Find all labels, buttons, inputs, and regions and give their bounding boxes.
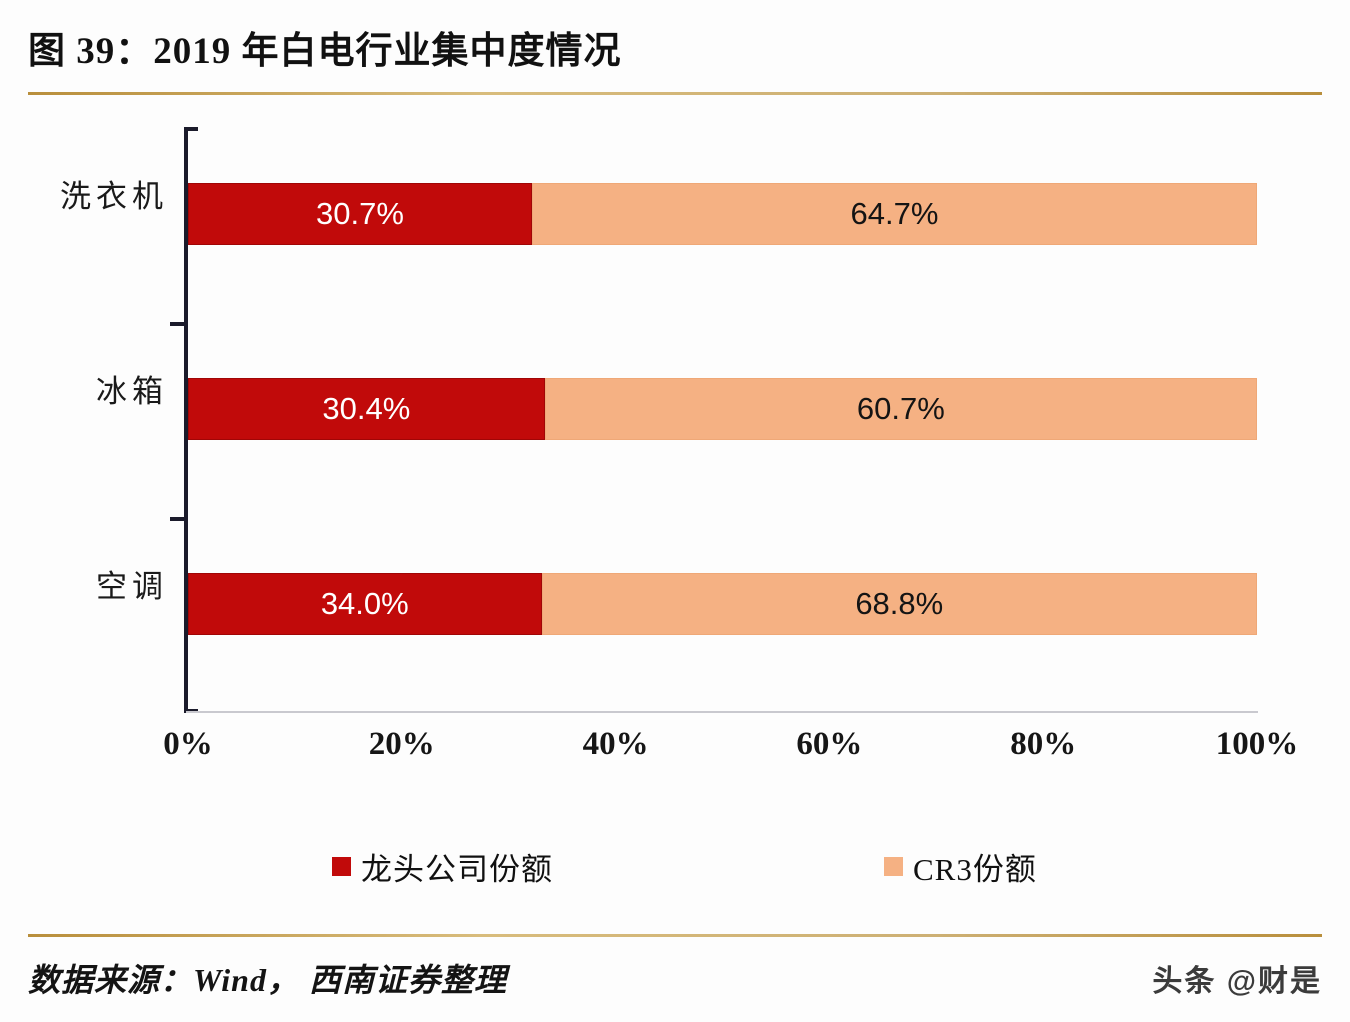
- title-divider: [28, 92, 1322, 95]
- chart-row: 冰箱 30.4% 60.7%: [0, 322, 1350, 517]
- y-axis-tick: [170, 322, 188, 326]
- bar-value-label: 64.7%: [850, 196, 939, 231]
- y-axis-category-label: 冰箱: [96, 374, 168, 409]
- y-axis-cap-top: [184, 127, 198, 131]
- legend-swatch-icon: [332, 857, 351, 876]
- stacked-bar: 30.7% 64.7%: [188, 183, 1257, 245]
- y-axis-tick: [170, 517, 188, 521]
- figure-footer: 数据来源：Wind， 西南证券整理 头条 @财是: [28, 950, 1322, 1006]
- data-source-note: 数据来源：Wind， 西南证券整理: [28, 962, 507, 998]
- legend-item-leader[interactable]: 龙头公司份额: [332, 844, 553, 889]
- bar-segment-leader[interactable]: 34.0%: [188, 573, 542, 635]
- bar-segment-cr3[interactable]: 60.7%: [544, 378, 1257, 440]
- y-axis-line: [184, 127, 188, 713]
- bar-segment-cr3[interactable]: 64.7%: [532, 183, 1257, 245]
- chart-legend: 龙头公司份额 CR3份额: [0, 840, 1350, 896]
- x-axis-tick-labels: 0% 20% 40% 60% 80% 100%: [0, 726, 1350, 776]
- legend-swatch-icon: [884, 857, 903, 876]
- bar-segment-leader[interactable]: 30.4%: [188, 378, 545, 440]
- x-axis-line: [186, 711, 1258, 713]
- x-axis-tick-label: 40%: [582, 726, 649, 762]
- bar-segment-cr3[interactable]: 68.8%: [541, 573, 1257, 635]
- x-axis-tick-label: 20%: [368, 726, 435, 762]
- bar-value-label: 34.0%: [320, 586, 409, 621]
- bar-value-label: 60.7%: [856, 391, 945, 426]
- x-axis-tick-label: 0%: [163, 726, 213, 762]
- chart-row: 洗衣机 30.7% 64.7%: [0, 127, 1350, 322]
- legend-label: 龙头公司份额: [361, 852, 553, 887]
- stacked-bar: 30.4% 60.7%: [188, 378, 1257, 440]
- bar-value-label: 30.4%: [322, 391, 411, 426]
- legend-item-cr3[interactable]: CR3份额: [884, 844, 1037, 889]
- footer-divider: [28, 934, 1322, 937]
- legend-label: CR3份额: [913, 852, 1037, 887]
- page-title: 图 39：2019 年白电行业集中度情况: [28, 31, 622, 72]
- bar-segment-leader[interactable]: 30.7%: [188, 183, 532, 245]
- bar-value-label: 30.7%: [316, 196, 404, 231]
- chart-row: 空调 34.0% 68.8%: [0, 517, 1350, 712]
- chart-plot-area: 洗衣机 30.7% 64.7% 冰箱 30.4% 60.7%: [0, 100, 1350, 730]
- y-axis-category-label: 空调: [96, 569, 168, 604]
- bar-value-label: 68.8%: [855, 586, 944, 621]
- x-axis-tick-label: 80%: [1010, 726, 1077, 762]
- watermark-label: 头条 @财是: [1152, 965, 1322, 998]
- stacked-bar: 34.0% 68.8%: [188, 573, 1257, 635]
- x-axis-tick-label: 100%: [1215, 726, 1299, 762]
- x-axis-tick-label: 60%: [796, 726, 863, 762]
- y-axis-category-label: 洗衣机: [60, 179, 168, 214]
- figure-title-block: 图 39：2019 年白电行业集中度情况: [28, 14, 1322, 80]
